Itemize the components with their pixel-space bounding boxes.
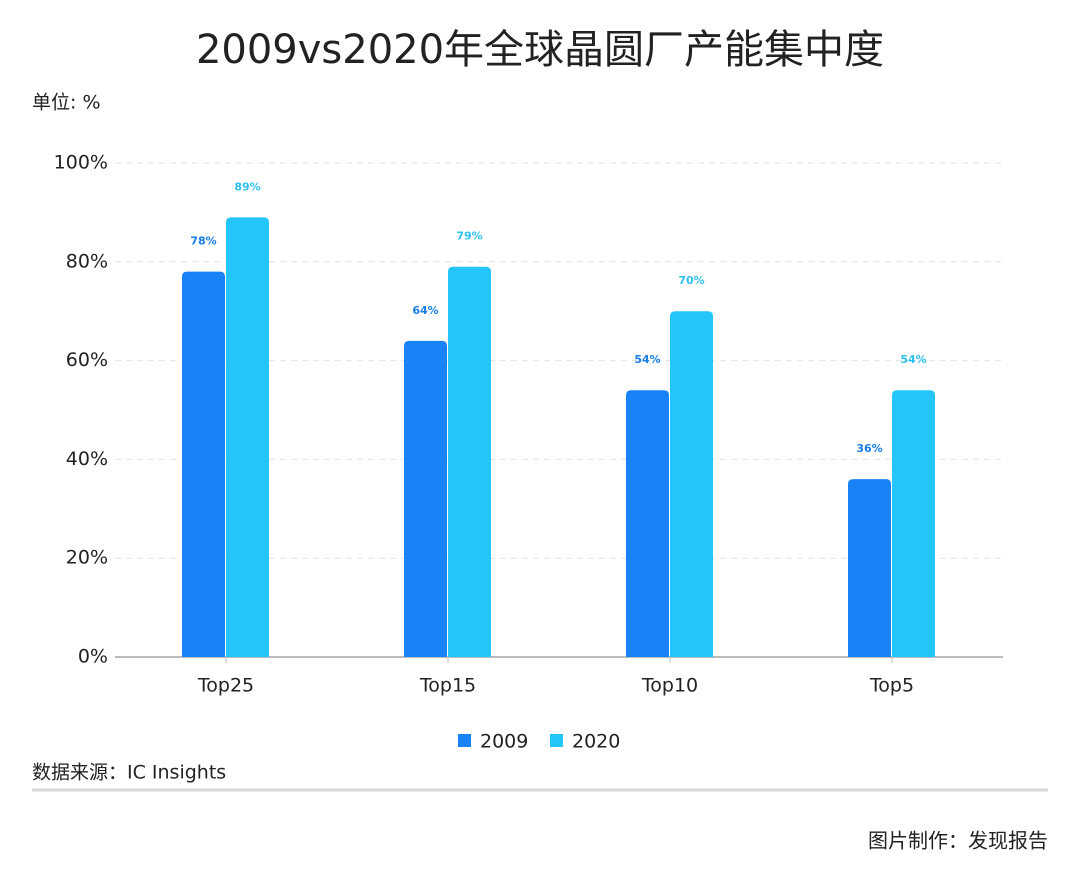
- data-label: 64%: [412, 304, 438, 317]
- chart-title: 2009vs2020年全球晶圆厂产能集中度: [196, 27, 884, 73]
- bar: [892, 390, 935, 657]
- y-tick-label: 80%: [66, 250, 108, 272]
- y-tick-label: 100%: [54, 152, 108, 174]
- y-tick-label: 60%: [66, 349, 108, 371]
- data-label: 89%: [234, 180, 260, 193]
- bar: [448, 266, 491, 657]
- bar: [670, 311, 713, 657]
- bar: [848, 479, 891, 657]
- x-tick-label: Top25: [197, 675, 254, 697]
- legend-swatch: [550, 734, 563, 747]
- credit: 图片制作：发现报告: [868, 829, 1048, 853]
- x-tick-label: Top10: [641, 675, 698, 697]
- unit-label: 单位: %: [32, 92, 101, 114]
- data-label: 54%: [900, 353, 926, 366]
- y-tick-label: 0%: [78, 646, 108, 668]
- legend-swatch: [458, 734, 471, 747]
- bar: [404, 340, 447, 657]
- data-label: 54%: [634, 353, 660, 366]
- data-label: 70%: [678, 274, 704, 287]
- data-label: 36%: [856, 442, 882, 455]
- bar: [226, 217, 269, 657]
- y-tick-label: 20%: [66, 547, 108, 569]
- bar: [626, 390, 669, 657]
- y-tick-label: 40%: [66, 448, 108, 470]
- bar: [182, 271, 225, 657]
- x-tick-label: Top15: [419, 675, 476, 697]
- legend-label: 2009: [480, 731, 528, 753]
- legend-label: 2020: [572, 731, 620, 753]
- source: 数据来源：IC Insights: [32, 762, 226, 784]
- data-label: 79%: [456, 230, 482, 243]
- x-tick-label: Top5: [869, 675, 914, 697]
- data-label: 78%: [190, 235, 216, 248]
